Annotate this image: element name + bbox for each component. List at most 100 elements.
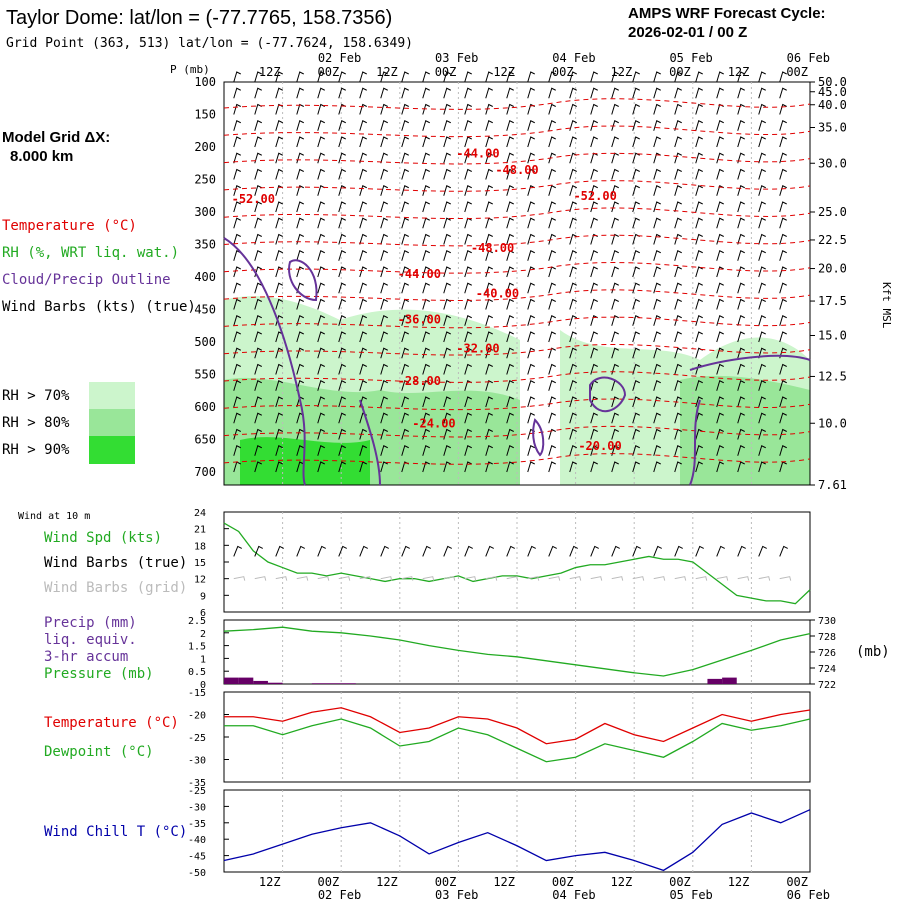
panel-right-tick-label: 722 [818, 680, 836, 691]
wind-barb [254, 461, 262, 473]
wind-barb [443, 103, 451, 115]
temperature-contour-label: -44.00 [456, 147, 499, 161]
wind-barb [695, 282, 703, 294]
panel-tick-label: -15 [188, 688, 206, 699]
wind-barb [233, 428, 241, 440]
wind-barb [716, 201, 724, 213]
wind-barb [758, 315, 766, 326]
bottom-date-label: 03 Feb [435, 888, 478, 900]
wind-barb [443, 282, 451, 294]
wind-barb [737, 152, 745, 164]
rh-legend-swatch-80 [89, 409, 135, 436]
wind-barb [758, 331, 766, 343]
temperature-contour [223, 180, 811, 192]
temperature-contour [223, 262, 811, 274]
cloud-outline [359, 399, 381, 486]
wind-barb [695, 331, 703, 343]
wind-barb [548, 201, 556, 213]
panel-tick-label: -30 [188, 802, 206, 813]
wind-barb [275, 347, 283, 359]
wind-barb [338, 250, 346, 261]
wind-barb [632, 217, 640, 229]
panel-tick-label: -40 [188, 835, 206, 846]
wind-barb [422, 71, 430, 83]
wind-barb [779, 152, 787, 164]
cloud-outline [689, 354, 811, 486]
wind-barb [611, 120, 619, 131]
wind-barb [485, 71, 493, 83]
wind-barb [569, 136, 577, 148]
wind-barb [254, 363, 262, 375]
panel-tick-label: 12 [194, 575, 206, 586]
height-tick-label: 30.0 [818, 156, 847, 170]
wind-barb [380, 331, 388, 343]
wind-barb [359, 266, 367, 278]
wind-barb [317, 282, 325, 294]
wind-barb-true [527, 545, 536, 557]
wind-barb [233, 315, 241, 326]
temperature-contour-label: -32.00 [456, 342, 499, 356]
wind-barb [674, 120, 682, 131]
bottom-hour-label: 12Z [728, 875, 750, 889]
wind-barb [275, 217, 283, 229]
wind-barb [716, 120, 724, 131]
wind-barb [632, 136, 640, 148]
bottom-hour-label: 12Z [493, 875, 515, 889]
wind-barb [317, 298, 325, 310]
wind-barb [317, 201, 325, 213]
wind-barb [653, 87, 661, 99]
panel-tick-label: -30 [188, 756, 206, 767]
top-hour-label: 00Z [435, 65, 457, 79]
wind-barb [653, 233, 661, 245]
wind-barb [569, 282, 577, 294]
wind-barb-true [674, 545, 683, 557]
wind-barb [653, 136, 661, 148]
wind-barb [674, 298, 682, 310]
temperature-contour [223, 152, 811, 165]
model-grid-value: 8.000 km [10, 148, 73, 165]
wind-barb [506, 71, 514, 83]
wind-barb [506, 136, 514, 148]
wind-barb [401, 136, 409, 148]
wind-barb [464, 347, 472, 359]
wind-barb [506, 201, 514, 213]
wind-barb [275, 396, 283, 408]
wind-barb [464, 266, 472, 278]
wind-barb [674, 185, 682, 196]
wind-barb [359, 233, 367, 245]
wind-barb [758, 152, 766, 164]
wind-barb [359, 380, 367, 391]
wind-barb [632, 152, 640, 164]
wind-barb [338, 87, 346, 99]
wind-barb-true [380, 545, 389, 557]
pressure-tick-label: 600 [194, 400, 216, 414]
wind-barb [758, 412, 766, 424]
top-date-label: 05 Feb [669, 51, 712, 65]
wind-barb [695, 185, 703, 196]
wind-barb [632, 120, 640, 131]
wind-barb [716, 71, 724, 83]
wind-barb [296, 461, 304, 473]
wind-barb [401, 282, 409, 294]
wind-barb [779, 396, 787, 408]
wind-barb [443, 428, 451, 440]
wind-barb [380, 201, 388, 213]
top-hour-label: 12Z [259, 65, 281, 79]
wind-barb [779, 71, 787, 83]
pressure-tick-label: 350 [194, 238, 216, 252]
pressure-tick-label: 500 [194, 335, 216, 349]
wind-barb [758, 298, 766, 310]
wind-barb [233, 282, 241, 294]
wind-barb [296, 331, 304, 343]
panel-right-tick-label: 726 [818, 648, 836, 659]
wind-barb [233, 445, 241, 456]
wind-barb [443, 396, 451, 408]
rh-legend-80: RH > 80% [2, 415, 70, 431]
wind-barb [233, 152, 241, 164]
top-hour-label: 00Z [786, 65, 808, 79]
wind-barb [464, 217, 472, 229]
wind-barb [233, 298, 241, 310]
wind-barb [548, 87, 556, 99]
wind-barb [401, 168, 409, 180]
wind-barb [548, 412, 556, 424]
